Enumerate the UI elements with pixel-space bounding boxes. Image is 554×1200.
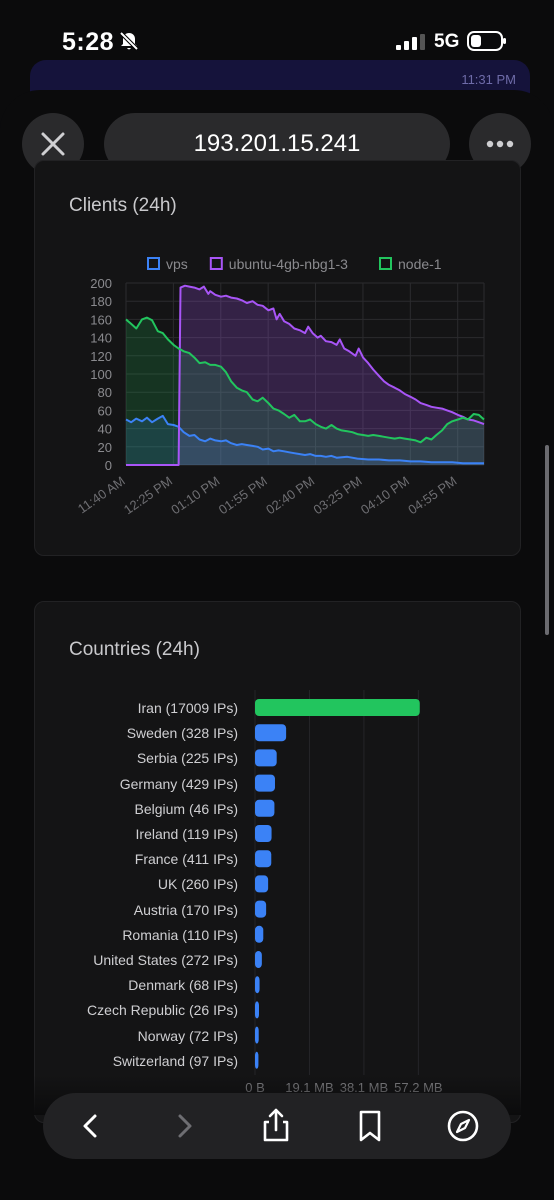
y-tick-label: 120: [90, 349, 112, 364]
browser-bottom-bar: [43, 1093, 511, 1159]
countries-chart-grid: 0 B19.1 MB38.1 MB57.2 MB: [245, 690, 443, 1095]
country-label: Serbia (225 IPs): [136, 750, 238, 767]
countries-title: Countries (24h): [69, 639, 200, 660]
country-bar: [255, 1051, 259, 1069]
background-page-time: 11:31 PM: [461, 72, 516, 87]
legend-swatch-2: [379, 257, 392, 270]
series-line-0: [125, 414, 484, 465]
x-tick-label: 04:10 PM: [358, 473, 412, 517]
y-tick-label: 40: [98, 422, 112, 437]
country-bar: [255, 925, 264, 943]
share-button[interactable]: [256, 1106, 296, 1146]
country-bar: [255, 951, 262, 968]
legend-swatch-1: [209, 257, 223, 270]
country-label: Ireland (119 IPs): [135, 826, 238, 842]
y-tick-label: 180: [90, 294, 112, 309]
legend-label-0: vps: [166, 256, 188, 272]
series-area-2: [126, 317, 484, 465]
scrollbar[interactable]: [545, 445, 549, 635]
country-bar: [255, 1001, 259, 1019]
country-label: United States (272 IPs): [93, 952, 238, 968]
y-tick-label: 20: [98, 440, 112, 455]
y-tick-label: 140: [90, 331, 112, 346]
battery-icon: [467, 31, 506, 51]
status-bar: 5:28 5G: [0, 0, 554, 80]
country-label: Belgium (46 IPs): [134, 800, 238, 817]
bookmarks-button[interactable]: [350, 1106, 390, 1146]
y-tick-label: 0: [105, 458, 112, 473]
y-tick-label: 160: [90, 312, 112, 327]
x-tick-label: 11:40 AM: [75, 473, 128, 516]
country-bar: [255, 724, 287, 742]
country-bar: [255, 850, 272, 868]
legend-label-1: ubuntu-4gb-nbg1-3: [229, 256, 348, 272]
clients-card: Clients (24h): [34, 160, 521, 556]
x-tick-label: 02:40 PM: [263, 473, 317, 517]
bell-slash-icon: [119, 31, 139, 51]
country-label: Germany (429 IPs): [119, 775, 238, 792]
country-bar: [255, 1026, 259, 1044]
series-line-1: [126, 284, 485, 466]
clients-title: Clients (24h): [69, 195, 177, 216]
country-label: Denmark (68 IPs): [128, 977, 238, 994]
url-text: 193.201.15.241: [193, 130, 361, 157]
country-bar: [255, 976, 260, 994]
country-bar: [255, 825, 272, 842]
country-bar: [255, 749, 277, 767]
close-icon: [41, 132, 65, 156]
y-tick-label: 80: [98, 385, 112, 400]
country-label: Sweden (328 IPs): [126, 725, 238, 742]
forward-button[interactable]: [164, 1106, 204, 1146]
x-tick-label: 01:55 PM: [216, 473, 270, 517]
country-label: UK (260 IPs): [157, 876, 238, 893]
country-label: Romania (110 IPs): [122, 926, 238, 943]
country-bar: [255, 699, 420, 716]
cellular-signal-icon: [396, 34, 425, 50]
country-label: Switzerland (97 IPs): [112, 1052, 238, 1069]
series-area-0: [126, 415, 484, 465]
y-tick-label: 100: [90, 367, 112, 382]
countries-card: Countries (24h): [34, 601, 521, 1123]
more-dots-icon: [486, 140, 514, 148]
series-area-1: [126, 285, 484, 465]
x-tick-label: 01:10 PM: [168, 473, 222, 517]
y-tick-label: 200: [90, 276, 112, 291]
compass-button[interactable]: [443, 1106, 483, 1146]
back-button[interactable]: [71, 1106, 111, 1146]
country-bar: [255, 774, 275, 792]
country-bar: [255, 900, 267, 918]
series-line-2: [125, 316, 485, 444]
status-time: 5:28: [62, 28, 115, 56]
clients-chart: vps ubuntu-4gb-nbg1-3 node-120018016014012…: [75, 256, 485, 517]
network-type: 5G: [434, 31, 460, 52]
x-tick-label: 04:55 PM: [405, 473, 459, 517]
x-tick-label: 03:25 PM: [310, 473, 364, 517]
legend-swatch-0: [147, 257, 160, 270]
country-label: Czech Republic (26 IPs): [87, 1002, 238, 1019]
country-label: Iran (17009 IPs): [137, 700, 238, 716]
country-bar: [255, 875, 269, 893]
legend-label-2: node-1: [398, 256, 442, 272]
country-bar: [255, 799, 275, 817]
country-label: Austria (170 IPs): [133, 901, 238, 918]
country-label: France (411 IPs): [134, 851, 238, 868]
x-tick-label: 12:25 PM: [121, 473, 175, 517]
country-label: Norway (72 IPs): [137, 1027, 238, 1044]
y-tick-label: 60: [98, 403, 112, 418]
